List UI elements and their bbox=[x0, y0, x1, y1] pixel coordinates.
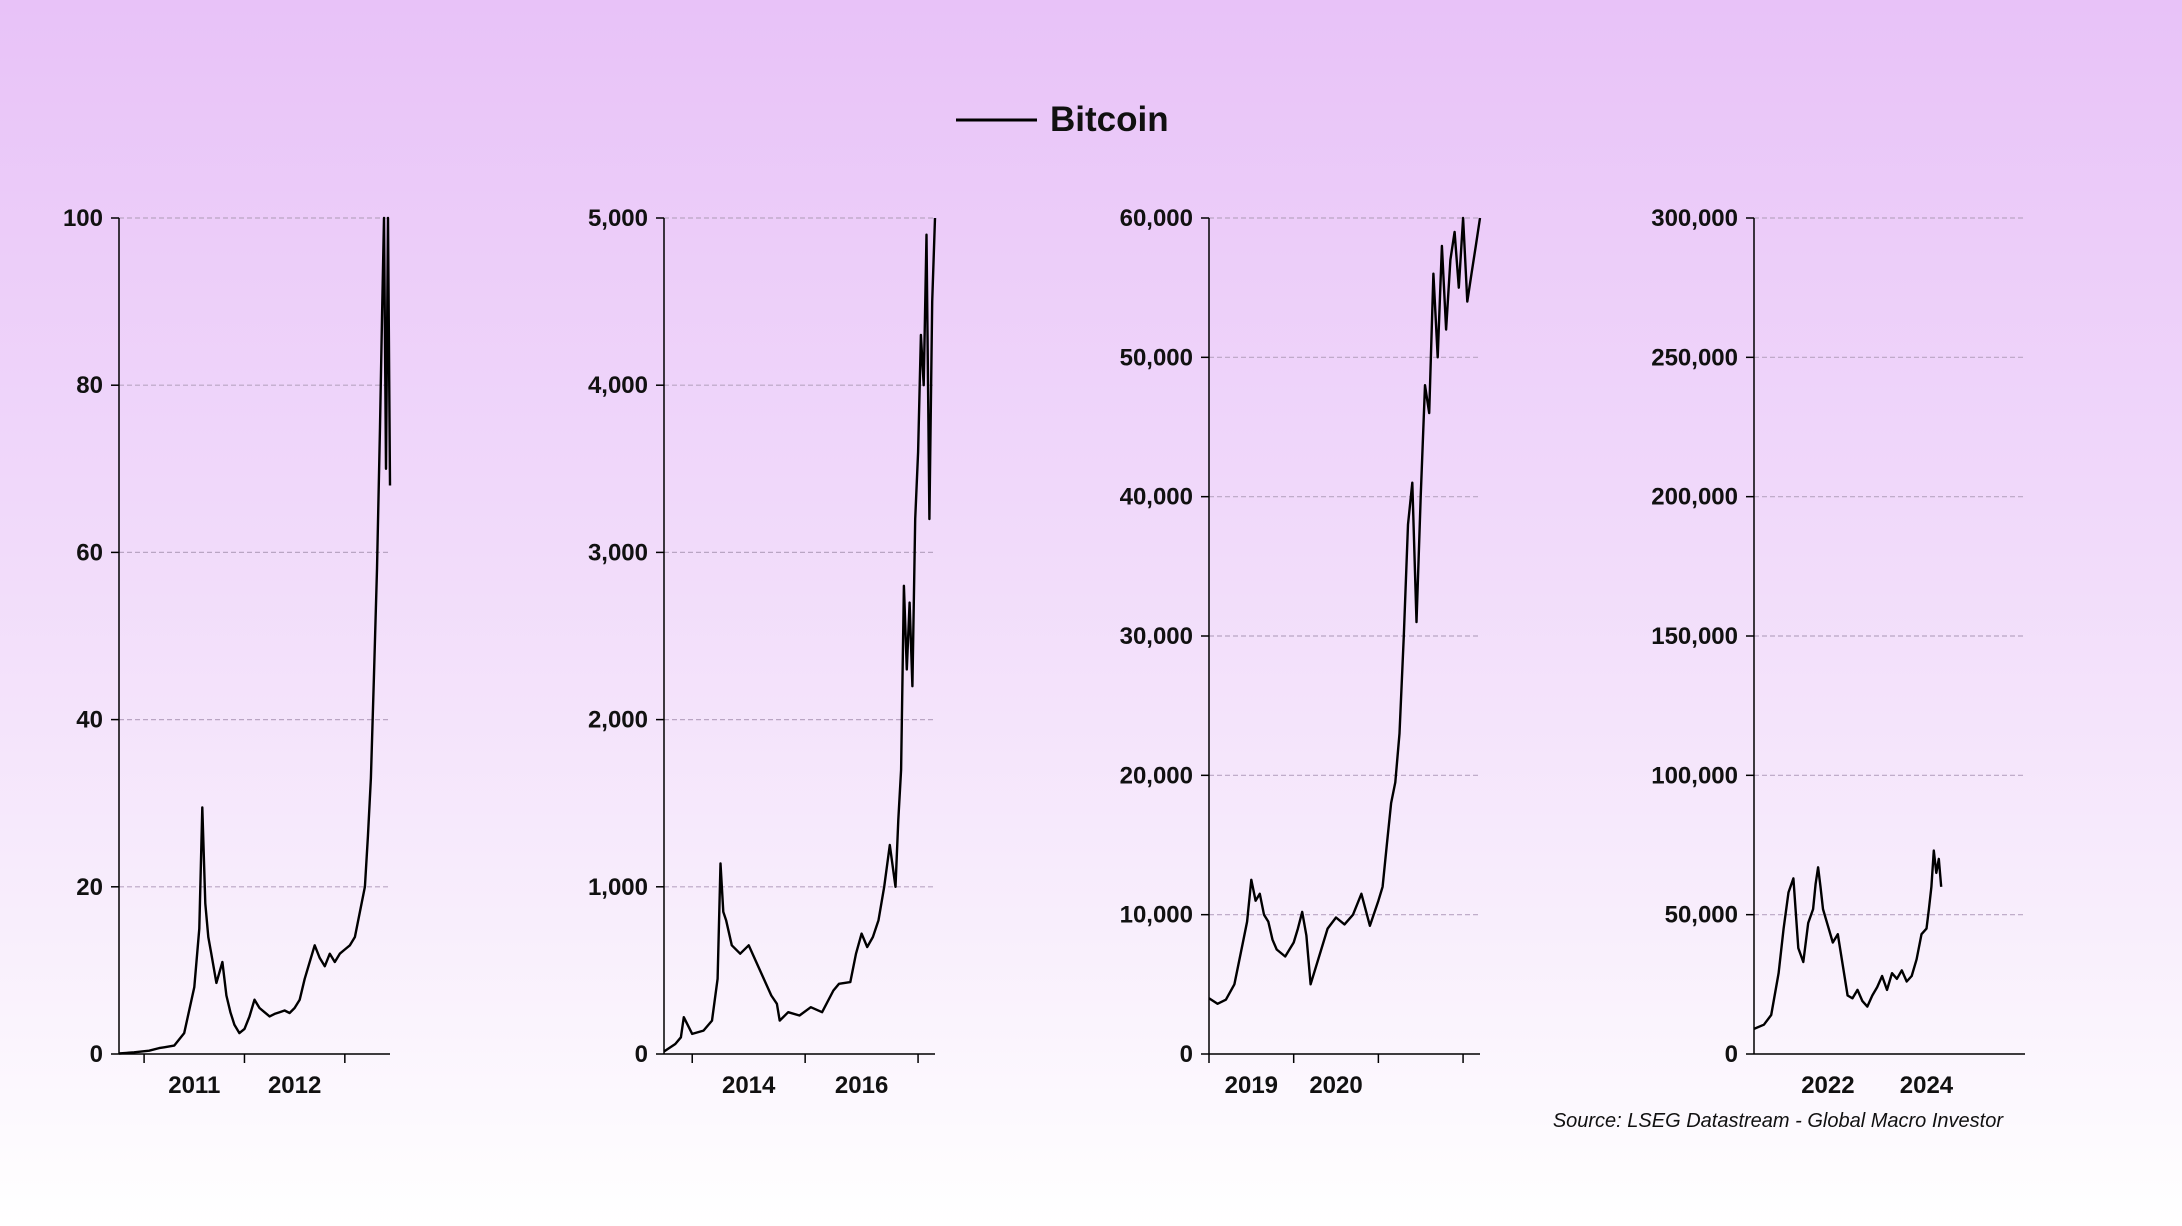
chart-panel-2: 0 1,000 2,000 3,000 4,000 5,000 2014 2016 bbox=[588, 205, 937, 1099]
chart-panel-3: 0 10,000 20,000 30,000 40,000 50,000 60,000 201… bbox=[1120, 205, 1482, 1099]
y-tick-label: 250,000 bbox=[1651, 344, 1738, 371]
y-tick-label: 100,000 bbox=[1651, 762, 1738, 789]
y-tick-label: 300,000 bbox=[1651, 205, 1738, 232]
y-tick-label: 3,000 bbox=[588, 539, 648, 566]
legend: Bitcoin bbox=[956, 100, 1169, 139]
y-tick-label: 60 bbox=[76, 539, 103, 566]
source-note: Source: LSEG Datastream - Global Macro I… bbox=[1553, 1110, 2005, 1132]
x-tick-label: 2019 bbox=[1225, 1072, 1278, 1099]
y-tick-label: 20 bbox=[76, 874, 103, 901]
y-tick-label: 50,000 bbox=[1120, 344, 1193, 371]
y-tick-label: 20,000 bbox=[1120, 762, 1193, 789]
y-tick-label: 2,000 bbox=[588, 707, 648, 734]
bitcoin-price-line bbox=[663, 217, 937, 1053]
y-tick-label: 40 bbox=[76, 707, 103, 734]
chart-panels: 0 20 40 60 80 100 2011 2012 0 1,000 2,000 3,000 4,00… bbox=[63, 205, 2025, 1099]
y-tick-label: 50,000 bbox=[1665, 902, 1738, 929]
y-tick-label: 10,000 bbox=[1120, 902, 1193, 929]
chart-panel-1: 0 20 40 60 80 100 2011 2012 bbox=[63, 205, 392, 1099]
bitcoin-price-line bbox=[1753, 849, 1943, 1031]
y-tick-label: 40,000 bbox=[1120, 484, 1193, 511]
y-tick-label: 4,000 bbox=[588, 372, 648, 399]
legend-label: Bitcoin bbox=[1050, 100, 1169, 139]
y-tick-label: 100 bbox=[63, 205, 103, 232]
y-tick-label: 5,000 bbox=[588, 205, 648, 232]
chart-panel-4: 0 50,000 100,000 150,000 200,000 250,000 300,0… bbox=[1651, 205, 2025, 1099]
bitcoin-price-line bbox=[1208, 216, 1482, 1005]
y-tick-label: 0 bbox=[635, 1041, 648, 1068]
y-tick-label: 0 bbox=[1180, 1041, 1193, 1068]
y-tick-label: 80 bbox=[76, 372, 103, 399]
x-tick-label: 2022 bbox=[1801, 1072, 1854, 1099]
y-tick-label: 150,000 bbox=[1651, 623, 1738, 650]
x-tick-label: 2012 bbox=[268, 1072, 321, 1099]
y-tick-label: 1,000 bbox=[588, 874, 648, 901]
x-tick-label: 2016 bbox=[835, 1072, 888, 1099]
x-tick-label: 2014 bbox=[722, 1072, 776, 1099]
y-tick-label: 0 bbox=[1725, 1041, 1738, 1068]
x-tick-label: 2024 bbox=[1900, 1072, 1954, 1099]
x-tick-label: 2011 bbox=[168, 1072, 220, 1099]
y-tick-label: 200,000 bbox=[1651, 484, 1738, 511]
y-tick-label: 60,000 bbox=[1120, 205, 1193, 232]
y-tick-label: 0 bbox=[90, 1041, 103, 1068]
bitcoin-price-line bbox=[118, 216, 392, 1055]
x-tick-label: 2020 bbox=[1309, 1072, 1362, 1099]
y-tick-label: 30,000 bbox=[1120, 623, 1193, 650]
